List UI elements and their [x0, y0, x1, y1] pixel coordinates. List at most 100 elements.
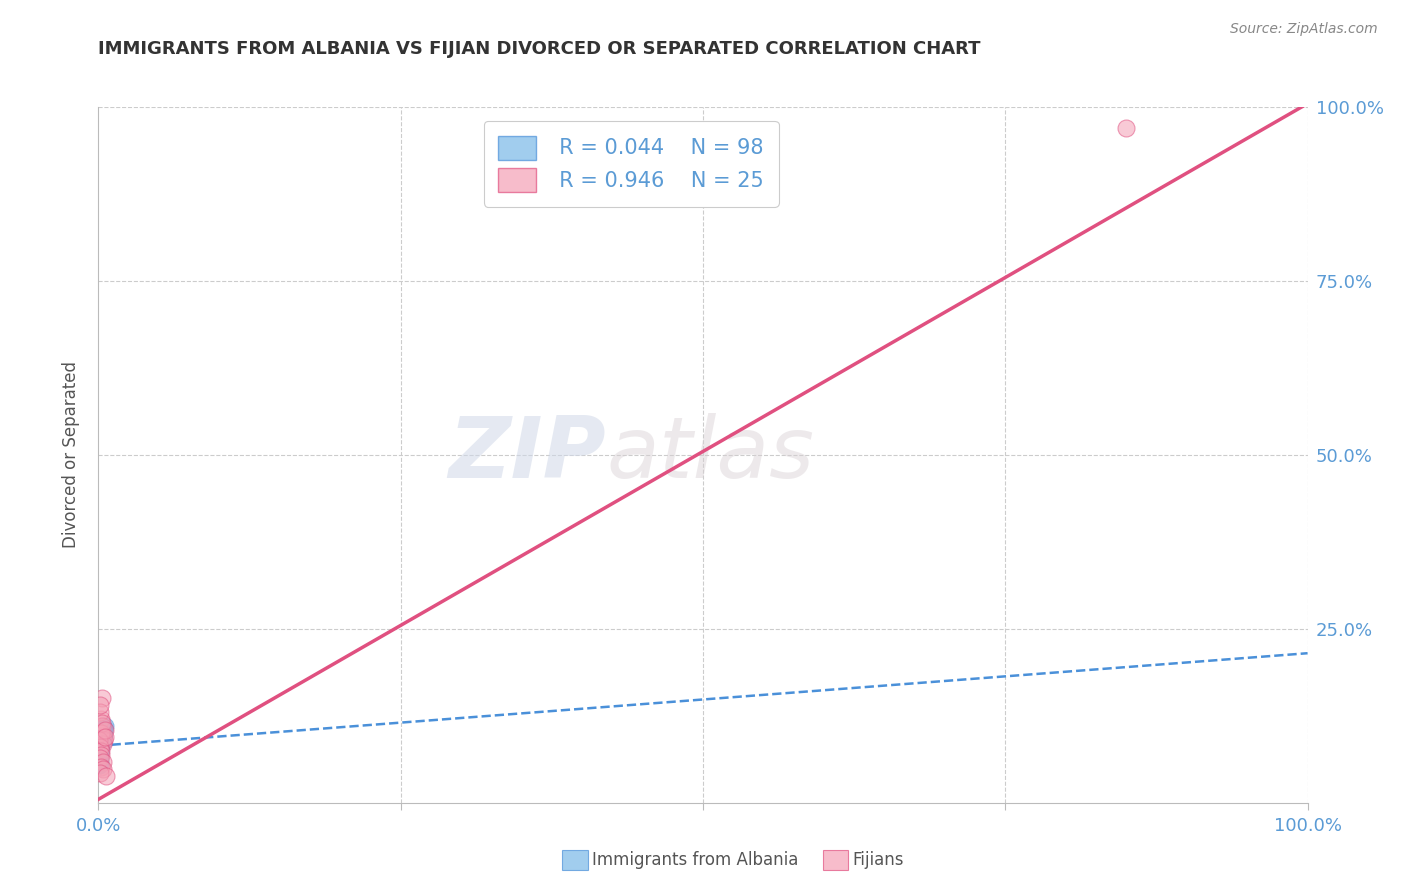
Point — [90, 726, 112, 740]
Point — [89, 753, 111, 767]
Point — [90, 712, 112, 726]
Point — [91, 731, 114, 745]
Point — [89, 698, 111, 713]
Point — [87, 743, 110, 757]
Point — [89, 738, 111, 752]
Text: ZIP: ZIP — [449, 413, 606, 497]
Point — [91, 730, 114, 744]
Point — [90, 736, 112, 750]
Point — [89, 756, 111, 770]
Point — [87, 750, 110, 764]
Point — [90, 759, 112, 773]
Point — [90, 732, 112, 747]
Point — [89, 742, 111, 756]
Point — [90, 719, 112, 733]
Point — [90, 733, 112, 747]
Point — [89, 756, 111, 771]
Text: Immigrants from Albania: Immigrants from Albania — [592, 851, 799, 869]
Point — [89, 765, 111, 780]
Point — [91, 723, 114, 738]
Point — [93, 756, 115, 770]
Point — [90, 735, 112, 749]
Point — [89, 740, 111, 755]
Point — [87, 747, 110, 761]
Point — [90, 730, 112, 744]
Point — [91, 726, 114, 740]
Point — [89, 746, 111, 760]
Point — [89, 739, 111, 754]
Point — [90, 734, 112, 748]
Point — [93, 723, 115, 737]
Point — [93, 725, 115, 739]
Point — [90, 731, 112, 745]
Point — [87, 752, 110, 766]
Point — [89, 736, 111, 750]
Point — [90, 744, 112, 758]
Text: atlas: atlas — [606, 413, 814, 497]
Point — [89, 735, 111, 749]
Point — [90, 729, 112, 743]
Point — [91, 763, 114, 777]
Point — [89, 749, 111, 764]
Text: IMMIGRANTS FROM ALBANIA VS FIJIAN DIVORCED OR SEPARATED CORRELATION CHART: IMMIGRANTS FROM ALBANIA VS FIJIAN DIVORC… — [98, 40, 981, 58]
Point — [89, 733, 111, 747]
Point — [89, 733, 111, 747]
Point — [89, 738, 111, 752]
Point — [91, 737, 114, 751]
Point — [89, 744, 111, 758]
Point — [89, 740, 111, 755]
Point — [91, 726, 114, 740]
Point — [89, 740, 111, 755]
Text: Fijians: Fijians — [852, 851, 904, 869]
Point — [91, 728, 114, 742]
Point — [90, 733, 112, 747]
Point — [89, 750, 111, 764]
Point — [90, 726, 112, 740]
Point — [89, 736, 111, 750]
Point — [90, 729, 112, 743]
Point — [91, 728, 114, 742]
Point — [91, 724, 114, 739]
Point — [91, 731, 114, 745]
Point — [89, 726, 111, 740]
Point — [93, 722, 115, 736]
Point — [89, 740, 111, 755]
Point — [91, 734, 114, 748]
Point — [89, 757, 111, 772]
Point — [90, 730, 112, 744]
Point — [89, 737, 111, 751]
Point — [96, 769, 118, 783]
Point — [91, 731, 114, 745]
Point — [87, 755, 110, 769]
Point — [89, 744, 111, 758]
Point — [89, 739, 111, 753]
Point — [89, 751, 111, 765]
Point — [89, 753, 111, 767]
Point — [90, 731, 112, 746]
Point — [90, 734, 112, 748]
Point — [93, 730, 115, 744]
Point — [91, 728, 114, 742]
Point — [90, 748, 112, 763]
Point — [90, 734, 112, 748]
Point — [89, 756, 111, 771]
Point — [89, 739, 111, 754]
Point — [89, 748, 111, 763]
Point — [89, 739, 111, 753]
Point — [90, 727, 112, 741]
Point — [89, 741, 111, 756]
Y-axis label: Divorced or Separated: Divorced or Separated — [62, 361, 80, 549]
Point — [89, 742, 111, 756]
Point — [91, 691, 114, 706]
Point — [91, 728, 114, 742]
Point — [94, 719, 117, 733]
Point — [89, 737, 111, 751]
Point — [89, 740, 111, 755]
Point — [90, 731, 112, 745]
Point — [91, 731, 114, 745]
Point — [90, 731, 112, 745]
Point — [90, 738, 112, 752]
Point — [91, 729, 114, 743]
Point — [89, 739, 111, 753]
Point — [89, 706, 111, 720]
